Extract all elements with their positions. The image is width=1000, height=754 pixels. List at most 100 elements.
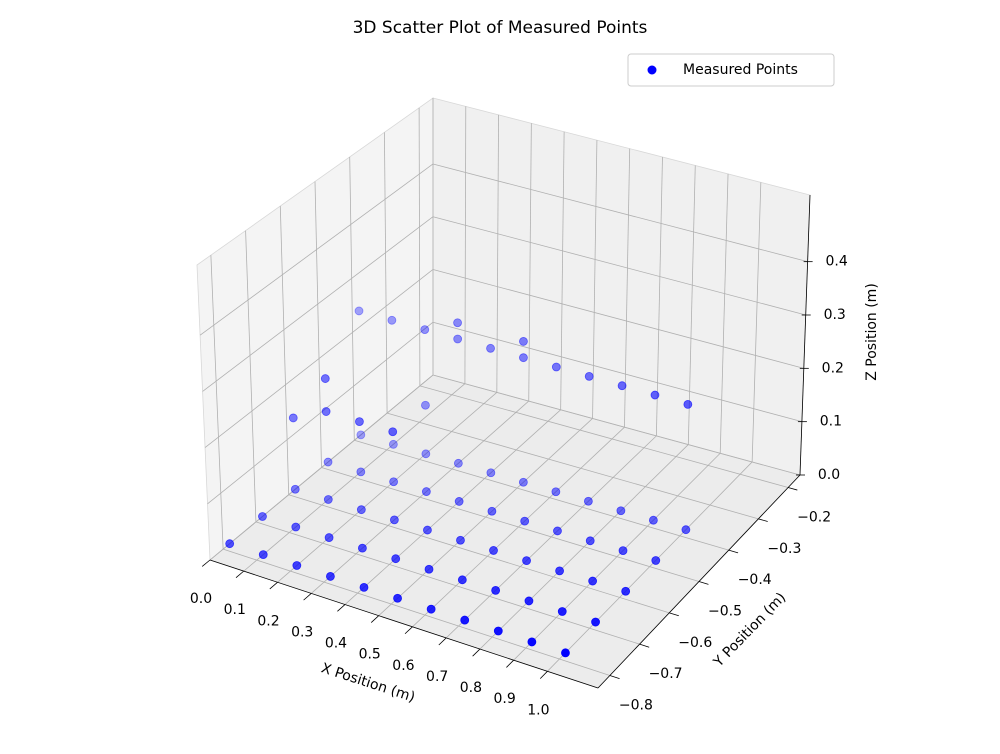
point xyxy=(551,362,561,372)
y-tick-label: −0.8 xyxy=(619,697,653,713)
x-tick xyxy=(303,593,312,601)
grid-line xyxy=(207,321,434,505)
x-tick xyxy=(235,570,244,578)
z-tick-label: 0.1 xyxy=(820,414,842,430)
grid-line xyxy=(528,123,532,402)
legend-marker xyxy=(647,65,657,75)
point xyxy=(225,539,235,549)
grid-line xyxy=(418,107,421,386)
point xyxy=(324,533,334,542)
x-tick-label: 0.2 xyxy=(257,613,279,629)
z-axis-label: Z Position (m) xyxy=(864,283,880,381)
y-tick-label: −0.7 xyxy=(649,666,683,682)
grid-line xyxy=(496,114,499,393)
point xyxy=(326,572,335,581)
grid-line xyxy=(245,230,257,522)
legend-label: Measured Points xyxy=(683,62,798,78)
point xyxy=(618,546,628,556)
point xyxy=(356,505,366,515)
grid-line xyxy=(624,148,631,428)
x-tick xyxy=(269,581,278,590)
grid-line xyxy=(560,131,565,410)
legend-box xyxy=(627,53,835,87)
y-tick xyxy=(698,581,709,585)
point xyxy=(424,564,434,574)
point xyxy=(454,497,464,506)
point xyxy=(291,522,301,532)
point xyxy=(453,334,463,344)
point xyxy=(616,506,626,516)
grid-line xyxy=(321,467,700,582)
point xyxy=(648,515,658,525)
x-tick xyxy=(337,604,346,612)
chart-title: 3D Scatter Plot of Measured Points xyxy=(353,18,648,38)
z-tick-label: 0.3 xyxy=(824,307,846,323)
point xyxy=(456,535,465,545)
point xyxy=(453,458,463,468)
grid-line xyxy=(464,106,467,384)
y-tick-label: −0.2 xyxy=(797,510,831,526)
grid-line xyxy=(288,494,670,614)
x-tick-label: 0.6 xyxy=(392,658,414,674)
grid-line xyxy=(432,163,808,263)
point xyxy=(288,413,298,423)
z-tick-label: 0.0 xyxy=(818,467,840,483)
y-tick xyxy=(788,487,798,491)
point xyxy=(290,484,300,494)
grid-line xyxy=(432,321,803,423)
x-tick-label: 0.3 xyxy=(291,624,313,640)
grid-line xyxy=(354,439,729,551)
z-axis-line xyxy=(799,194,811,476)
point xyxy=(584,371,594,381)
point xyxy=(583,496,593,506)
grid-line xyxy=(384,132,388,414)
y-tick xyxy=(758,518,768,522)
y-tick xyxy=(639,643,650,648)
point xyxy=(320,374,330,383)
point xyxy=(388,427,398,437)
point xyxy=(493,626,503,636)
point xyxy=(388,439,398,449)
z-tick-label: 0.2 xyxy=(822,360,844,376)
point xyxy=(621,586,631,596)
point xyxy=(457,575,467,585)
x-tick xyxy=(201,559,211,567)
point xyxy=(420,325,430,335)
point xyxy=(355,417,364,427)
y-tick-label: −0.3 xyxy=(767,541,801,557)
grid-line xyxy=(202,216,434,392)
x-tick-label: 0.9 xyxy=(494,691,516,707)
grid-line xyxy=(655,157,663,436)
point xyxy=(527,637,537,647)
point xyxy=(555,566,564,576)
x-tick xyxy=(539,671,548,679)
point xyxy=(357,543,367,553)
point xyxy=(426,604,436,614)
point xyxy=(421,487,431,496)
point xyxy=(356,467,366,477)
point xyxy=(489,546,498,555)
point xyxy=(354,306,364,316)
point xyxy=(617,381,627,391)
point xyxy=(651,556,661,565)
grid-line xyxy=(210,255,224,550)
x-tick-label: 0.5 xyxy=(359,647,381,663)
point xyxy=(359,582,369,592)
x-tick xyxy=(472,648,481,657)
point xyxy=(520,516,530,526)
point xyxy=(519,337,528,346)
grid-line xyxy=(349,156,355,441)
y-tick-label: −0.5 xyxy=(708,604,742,620)
point xyxy=(681,525,691,535)
x-tick xyxy=(438,637,447,646)
grid-line xyxy=(279,206,290,495)
point xyxy=(292,561,302,570)
x-tick xyxy=(506,659,514,668)
point xyxy=(551,487,561,497)
point xyxy=(650,390,660,400)
point xyxy=(258,512,267,521)
point xyxy=(557,607,567,616)
point xyxy=(258,550,268,559)
